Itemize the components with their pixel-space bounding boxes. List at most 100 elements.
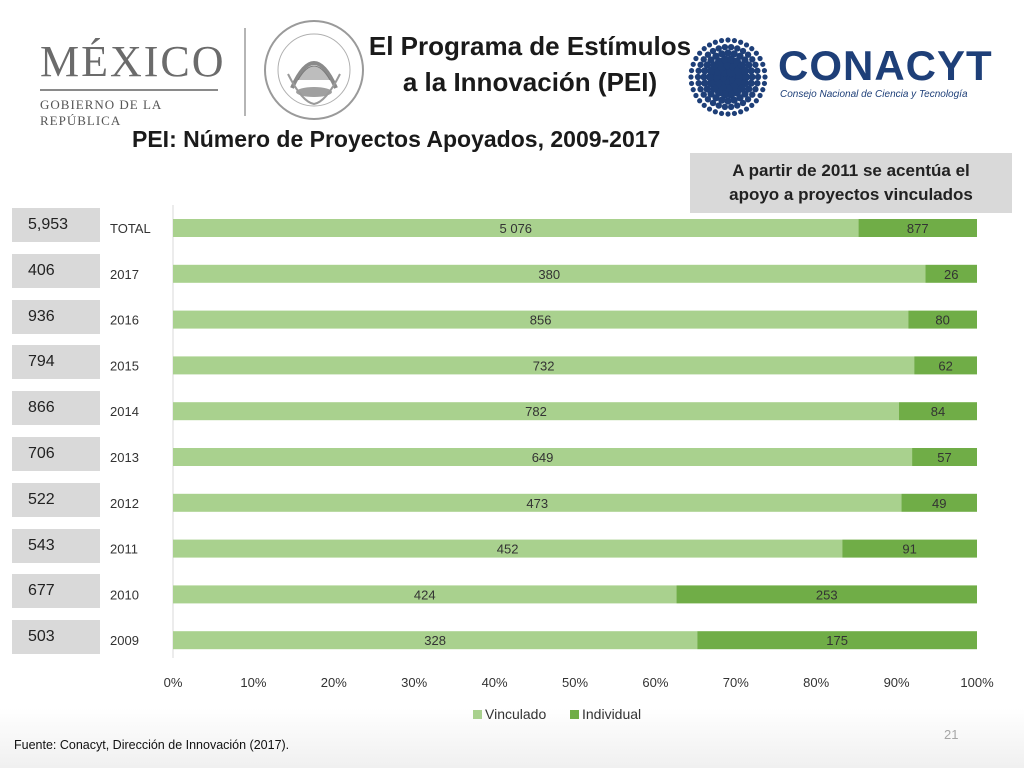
conacyt-dot — [721, 43, 729, 51]
conacyt-dot — [693, 92, 699, 99]
conacyt-dot — [701, 102, 707, 108]
source-note: Fuente: Conacyt, Dirección de Innovación… — [14, 738, 290, 752]
bar-segment-vinculado — [173, 539, 843, 558]
conacyt-dot — [731, 37, 738, 44]
conacyt-dot — [707, 90, 715, 98]
data-label: 380 — [538, 267, 560, 282]
bar-segment-individual — [912, 448, 977, 466]
conacyt-dot — [703, 85, 711, 93]
category-label: 2009 — [110, 633, 139, 648]
x-tick-label: 20% — [321, 675, 347, 690]
x-tick-label: 70% — [723, 675, 749, 690]
conacyt-dot — [707, 56, 715, 64]
bar-segment-individual — [899, 402, 977, 421]
legend-label: Vinculado — [485, 706, 546, 722]
logo-divider — [244, 28, 246, 116]
conacyt-dot — [688, 67, 695, 74]
data-label: 84 — [931, 404, 945, 419]
conacyt-dot — [753, 50, 759, 56]
conacyt-dot — [754, 80, 761, 87]
data-label: 91 — [902, 542, 916, 557]
conacyt-dot — [697, 61, 704, 68]
total-box: 543 — [12, 528, 100, 563]
legend-swatch — [570, 710, 579, 719]
conacyt-dot — [760, 61, 766, 67]
conacyt-dot — [718, 37, 725, 44]
bar-segment-vinculado — [173, 631, 698, 650]
total-box: 5,953 — [12, 208, 100, 242]
conacyt-dot — [727, 90, 736, 99]
bar-segment-vinculado — [173, 356, 915, 375]
conacyt-dot — [730, 50, 738, 58]
conacyt-dot — [706, 73, 714, 81]
conacyt-dot — [712, 109, 718, 115]
callout-line1: A partir de 2011 se acentúa el — [732, 161, 970, 180]
conacyt-dot — [725, 111, 731, 117]
conacyt-dot — [718, 110, 725, 117]
conacyt-dot — [761, 67, 768, 74]
conacyt-dot — [747, 67, 755, 75]
x-tick-label: 0% — [164, 675, 183, 690]
conacyt-dot — [693, 55, 699, 62]
category-label: 2016 — [110, 313, 139, 328]
conacyt-dot — [741, 90, 749, 98]
stacked-bar-chart: TOTAL 5 076 877 2017 380 26 2016 856 80 2015 732 62… — [110, 205, 994, 722]
total-box: 794 — [12, 345, 100, 380]
conacyt-dot — [731, 110, 738, 117]
conacyt-dot — [704, 51, 712, 58]
conacyt-dot — [740, 66, 749, 75]
conacyt-dot — [706, 42, 713, 48]
callout-line2: apoyo a proyectos vinculados — [729, 185, 973, 204]
x-tick-label: 60% — [642, 675, 668, 690]
conacyt-dot — [734, 102, 741, 109]
bar-segment-individual — [858, 219, 977, 237]
conacyt-dot — [690, 61, 696, 67]
data-label: 57 — [937, 450, 951, 465]
conacyt-dot — [752, 86, 759, 93]
category-label: 2012 — [110, 496, 139, 511]
mexico-logo-rule — [40, 89, 218, 91]
conacyt-dot — [749, 91, 756, 98]
bar-segment-vinculado — [173, 448, 913, 466]
conacyt-dot — [715, 102, 722, 109]
conacyt-dot — [739, 99, 747, 107]
total-box: 503 — [12, 620, 100, 655]
conacyt-dot — [724, 97, 732, 105]
x-tick-label: 10% — [240, 675, 266, 690]
x-tick-label: 30% — [401, 675, 427, 690]
bar-segment-individual — [914, 356, 977, 375]
x-tick-label: 50% — [562, 675, 588, 690]
total-box: 677 — [12, 574, 100, 609]
bar-segment-individual — [908, 310, 977, 329]
category-label: TOTAL — [110, 221, 151, 236]
conacyt-dot — [745, 61, 753, 69]
slide-title-line1: El Programa de Estímulos — [368, 31, 692, 61]
conacyt-dot — [745, 85, 753, 93]
category-label: 2011 — [110, 542, 138, 557]
conacyt-dot — [706, 106, 713, 112]
conacyt-dot — [749, 102, 755, 108]
x-tick-label: 90% — [884, 675, 910, 690]
bar-segment-individual — [925, 264, 977, 283]
legend-swatch — [473, 710, 482, 719]
data-label: 473 — [526, 496, 548, 511]
mexico-logo-subtitle: GOBIERNO DE LA REPÚBLICA — [40, 97, 162, 128]
conacyt-dot — [697, 50, 703, 56]
conacyt-dot — [738, 39, 744, 45]
conacyt-dot — [752, 61, 759, 68]
conacyt-dot — [721, 103, 729, 111]
data-label: 49 — [932, 496, 946, 511]
conacyt-dot — [741, 56, 749, 64]
category-label: 2017 — [110, 267, 139, 282]
conacyt-dot — [736, 94, 744, 102]
category-label: 2013 — [110, 450, 139, 465]
slide-title: El Programa de Estímulos a la Innovación… — [360, 28, 700, 100]
x-tick-label: 100% — [960, 675, 994, 690]
bar-segment-vinculado — [173, 585, 677, 604]
total-box: 706 — [12, 437, 100, 471]
conacyt-dot — [690, 87, 696, 93]
conacyt-dot — [695, 80, 702, 87]
x-tick-label: 40% — [482, 675, 508, 690]
conacyt-dot — [718, 50, 726, 58]
